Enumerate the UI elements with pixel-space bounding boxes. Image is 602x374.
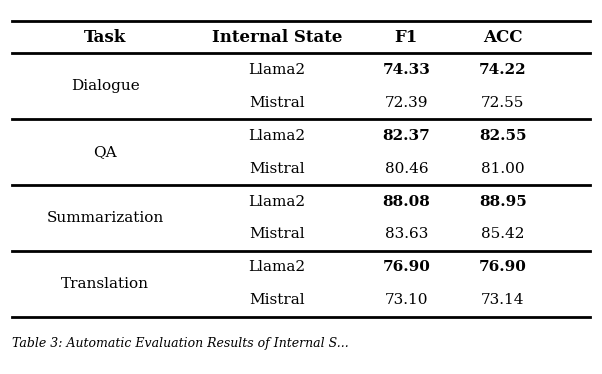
Text: 88.08: 88.08 [382, 194, 430, 209]
Text: Mistral: Mistral [249, 293, 305, 307]
Text: Mistral: Mistral [249, 96, 305, 110]
Text: 73.10: 73.10 [385, 293, 428, 307]
Text: Mistral: Mistral [249, 162, 305, 176]
Text: QA: QA [93, 145, 117, 159]
Text: 81.00: 81.00 [481, 162, 524, 176]
Text: Llama2: Llama2 [249, 194, 305, 209]
Text: Task: Task [84, 28, 126, 46]
Text: ACC: ACC [483, 28, 523, 46]
Text: 74.33: 74.33 [382, 63, 430, 77]
Text: Llama2: Llama2 [249, 260, 305, 275]
Text: Llama2: Llama2 [249, 129, 305, 143]
Text: Dialogue: Dialogue [71, 79, 140, 94]
Text: Table 3: Automatic Evaluation Results of Internal S...: Table 3: Automatic Evaluation Results of… [12, 337, 349, 350]
Text: Llama2: Llama2 [249, 63, 305, 77]
Text: Internal State: Internal State [212, 28, 342, 46]
Text: 76.90: 76.90 [479, 260, 527, 275]
Text: 88.95: 88.95 [479, 194, 527, 209]
Text: 85.42: 85.42 [481, 227, 524, 242]
Text: 82.55: 82.55 [479, 129, 526, 143]
Text: Mistral: Mistral [249, 227, 305, 242]
Text: Translation: Translation [61, 277, 149, 291]
Text: F1: F1 [395, 28, 418, 46]
Text: 80.46: 80.46 [385, 162, 428, 176]
Text: 72.55: 72.55 [481, 96, 524, 110]
Text: 74.22: 74.22 [479, 63, 527, 77]
Text: 76.90: 76.90 [382, 260, 430, 275]
Text: 72.39: 72.39 [385, 96, 428, 110]
Text: 83.63: 83.63 [385, 227, 428, 242]
Text: 82.37: 82.37 [382, 129, 430, 143]
Text: Summarization: Summarization [47, 211, 164, 225]
Text: 73.14: 73.14 [481, 293, 524, 307]
